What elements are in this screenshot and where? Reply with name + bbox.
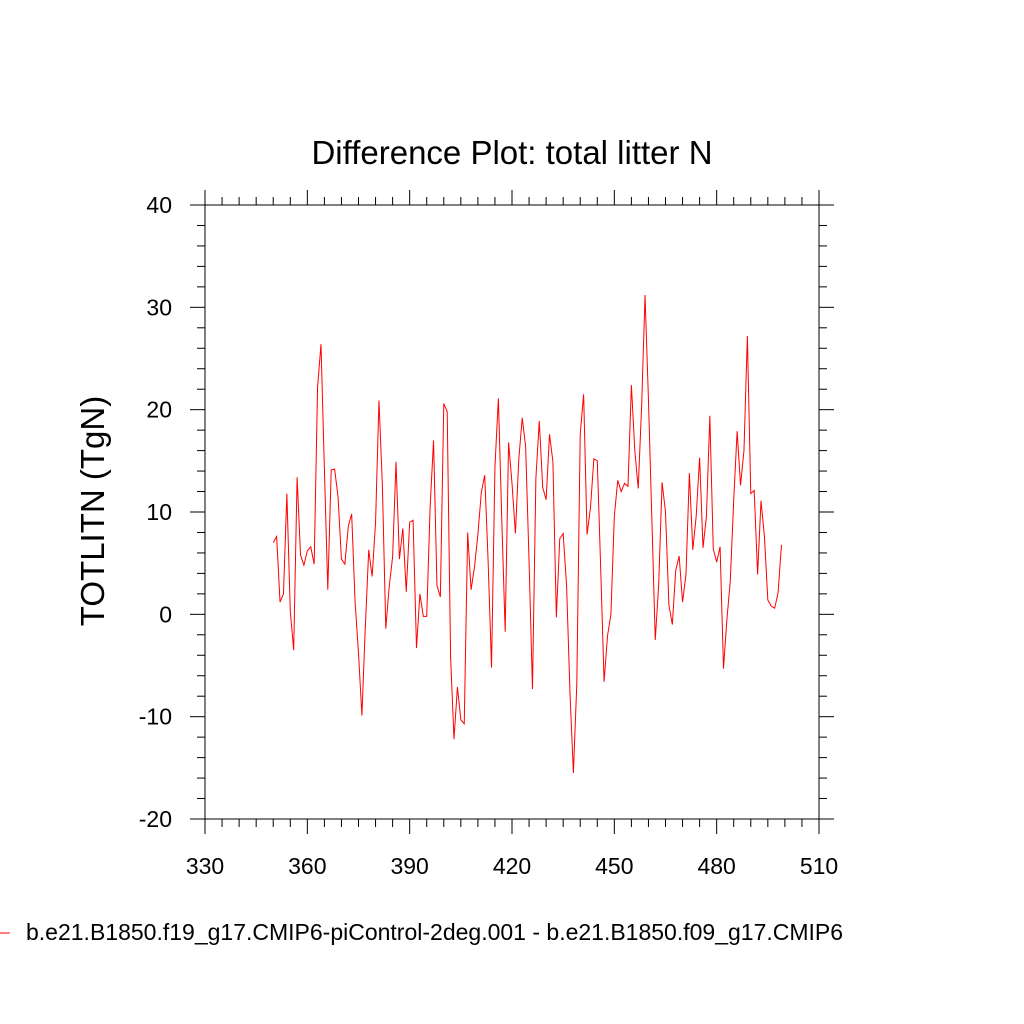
series-line (272, 295, 782, 773)
x-tick-label: 390 (390, 853, 428, 879)
y-tick-label: 0 (159, 601, 172, 627)
x-tick-label: 330 (186, 853, 224, 879)
x-tick-label: 450 (595, 853, 633, 879)
axis-tick-labels: 330 360 390 420 450 480 510 -20 -10 0 10 20 30 40 (139, 192, 838, 879)
y-tick-label: 40 (146, 192, 172, 218)
x-tick-label: 420 (493, 853, 531, 879)
axis-ticks (190, 190, 834, 834)
y-tick-label: 20 (146, 397, 172, 423)
y-tick-label: -10 (139, 704, 172, 730)
legend: b.e21.B1850.f19_g17.CMIP6-piControl-2deg… (0, 919, 843, 945)
legend-label: b.e21.B1850.f19_g17.CMIP6-piControl-2deg… (26, 919, 843, 945)
x-tick-label: 510 (800, 853, 838, 879)
series-layer (272, 295, 782, 773)
x-tick-label: 360 (288, 853, 326, 879)
y-tick-label: 10 (146, 499, 172, 525)
plot-frame (204, 204, 820, 820)
y-tick-label: 30 (146, 294, 172, 320)
chart-title: Difference Plot: total litter N (311, 134, 712, 171)
y-axis-label: TOTLITN (TgN) (74, 396, 111, 626)
x-tick-label: 480 (697, 853, 735, 879)
y-tick-label: -20 (139, 806, 172, 832)
